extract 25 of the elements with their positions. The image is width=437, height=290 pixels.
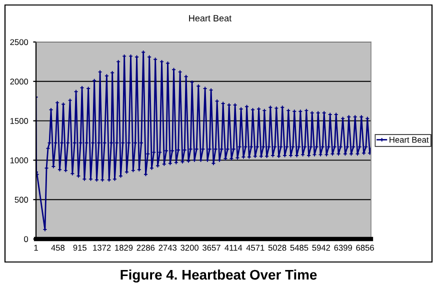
x-tick-label: 5028 (268, 244, 286, 251)
y-tick-label: 2500 (10, 39, 28, 46)
x-tick-label: 6399 (334, 244, 352, 251)
x-tick-label: 4114 (224, 244, 242, 251)
y-tick-label: 1500 (10, 118, 28, 124)
legend-label: Heart Beat (390, 136, 429, 143)
y-tick-label: 2000 (10, 78, 28, 84)
x-tick-label: 4571 (246, 244, 264, 251)
x-tick-label: 6856 (356, 244, 374, 251)
y-tick-label: 1000 (10, 157, 28, 164)
x-tick-label: 2286 (136, 244, 155, 251)
x-tick-label: 5942 (312, 244, 330, 251)
x-tick-label: 2743 (158, 244, 177, 251)
x-tick-label: 5485 (290, 244, 308, 251)
x-tick-label: 1 (34, 244, 38, 251)
y-tick-label: 500 (14, 196, 28, 203)
x-tick-label: 1829 (115, 244, 133, 251)
chart-title: Heart Beat (189, 15, 232, 22)
x-tick-label: 458 (51, 244, 65, 251)
x-tick-label: 915 (73, 244, 86, 251)
x-tick-label: 3200 (180, 244, 198, 251)
y-tick-label: 0 (24, 236, 28, 242)
caption: Figure 4. Heartbeat Over Time (120, 269, 317, 283)
x-tick-label: 1372 (93, 244, 111, 251)
x-tick-label: 3657 (202, 244, 220, 251)
